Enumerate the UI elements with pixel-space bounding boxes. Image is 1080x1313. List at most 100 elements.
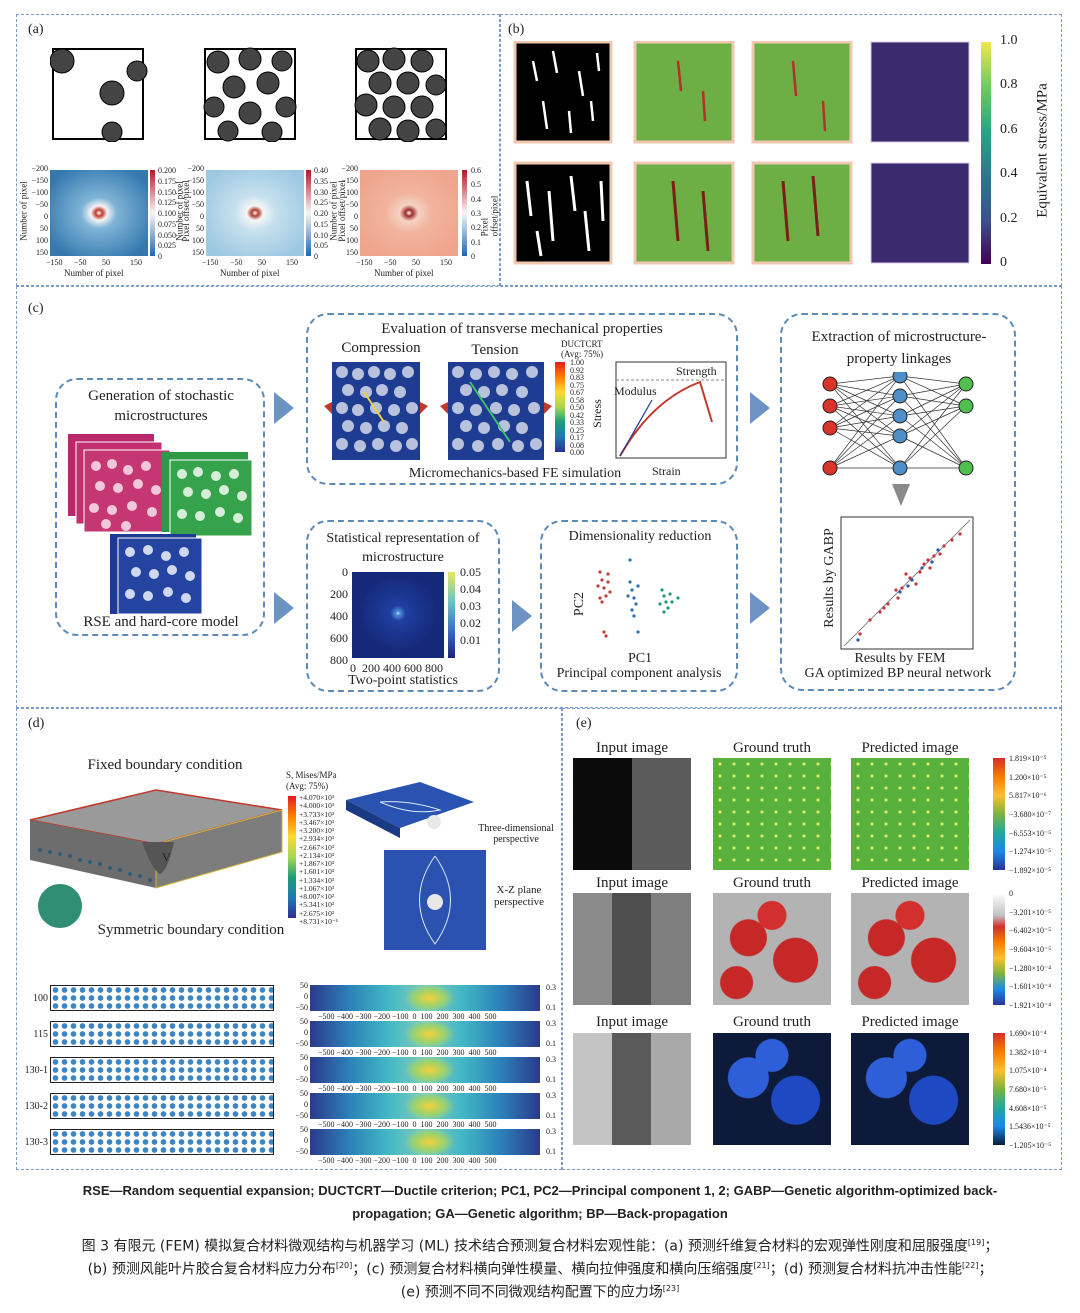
panel-a-label: (a) — [28, 22, 44, 37]
heatmap-cbar-tick: 0.1 — [546, 1075, 556, 1084]
stress-heatmap-strip — [310, 1021, 540, 1047]
row-label: 130-1 — [24, 1065, 48, 1076]
dimensionality-box — [540, 520, 738, 692]
map-1 — [50, 170, 148, 256]
map-2-y-tick: 50 — [196, 224, 204, 233]
map-3-y-tick: 50 — [350, 224, 358, 233]
heatmap-y-tick: −50 — [295, 1003, 308, 1012]
map-2-cbar-tick: 0.25 — [314, 198, 328, 208]
map-3-cbar-tick: 0 — [471, 252, 475, 261]
map-1-x-tick: 50 — [102, 258, 110, 267]
panel-d — [16, 708, 562, 1170]
arrow-dim-to-ext — [750, 592, 770, 624]
micro-dense — [354, 47, 447, 142]
figure-caption-line-2: (b) 预测风能叶片胶合复合材料应力分布[20]；(c) 预测复合材料横向弹性模… — [87, 1261, 993, 1278]
map-1-y-tick: −150 — [31, 176, 48, 185]
map-3-cbar-tick: 0.3 — [471, 209, 481, 218]
panel-b — [500, 14, 1062, 286]
map-3-cbar-tick: 0.6 — [471, 166, 481, 175]
map-3-y-tick: −100 — [341, 188, 358, 197]
two-point-cbar-tick: 0.02 — [460, 616, 481, 630]
mises-tick: +4.070×10³ — [299, 793, 335, 802]
heatmap-y-tick: 0 — [304, 1028, 308, 1037]
arrow-eval-to-ext — [750, 392, 770, 424]
field-colorbar-tick: −1.601×10⁻⁴ — [1009, 982, 1052, 992]
map-3-y-tick: −150 — [341, 176, 358, 185]
statistical-title: Statistical representation of microstruc… — [326, 531, 480, 565]
fiber-distribution-strip — [50, 985, 274, 1011]
mises-tick: +3.467×10³ — [299, 817, 335, 827]
map-3-cbar-label: Pixel offset/pixel — [479, 195, 500, 237]
caption-text-2: (b) 预测风能叶片胶合复合材料应力分布 — [87, 1261, 336, 1278]
map-2 — [206, 170, 304, 256]
map-1-y-tick: 150 — [36, 248, 48, 257]
two-point-y-tick: 800 — [330, 653, 348, 667]
field-colorbar-tick: 0 — [1009, 889, 1013, 898]
map-2-cbar-tick: 0.10 — [314, 230, 328, 240]
column-header-input-image: Input image — [595, 740, 669, 756]
field-colorbar-tick: 4.608×10⁻⁵ — [1009, 1103, 1047, 1113]
field-colorbar-tick: −1.274×10⁻⁵ — [1009, 847, 1052, 857]
mises-tick: +3.733×10³ — [299, 809, 335, 819]
extraction-title: Extraction of microstructure-property li… — [811, 329, 987, 367]
heatmap-y-tick: 0 — [304, 1064, 308, 1073]
ductcrt-tick: 1.00 — [570, 358, 584, 367]
map-1-cbar-tick: 0.200 — [158, 166, 176, 175]
map-2-y-tick: −50 — [191, 200, 204, 209]
field-colorbar-tick: 1.819×10⁻⁵ — [1009, 754, 1047, 763]
heatmap-x-ticks: −500 −400 −300 −200 −100 0 100 200 300 4… — [318, 1084, 497, 1093]
two-point-y-tick: 600 — [330, 631, 348, 645]
caption-ref-2: [20] — [335, 1261, 353, 1270]
panel-b-cbar-tick: 0.4 — [1000, 166, 1018, 182]
mises-tick: +2.934×10³ — [299, 834, 335, 844]
map-1-cbar-tick: 0.125 — [158, 198, 176, 208]
two-point-cbar-tick: 0.04 — [460, 582, 481, 596]
mises-tick: +1.867×10³ — [299, 859, 335, 869]
heatmap-y-tick: 50 — [300, 1089, 308, 1098]
panel-c-label: (c) — [28, 301, 44, 316]
pc1-label: PC1 — [627, 651, 653, 666]
caption-ref-5: [23] — [662, 1284, 680, 1293]
predicted-field — [851, 1033, 969, 1145]
map-1-y-tick: 0 — [44, 212, 48, 221]
caption-text-2c: ；(d) 预测复合材料抗冲击性能 — [769, 1261, 963, 1278]
tension-label: Tension — [471, 342, 519, 358]
fe-compression-image — [324, 362, 428, 460]
arrow-gen-to-stat — [274, 592, 294, 624]
heatmap-y-tick: 0 — [304, 1100, 308, 1109]
ductcrt-tick: 0.58 — [570, 395, 584, 405]
ground-truth-field — [713, 758, 831, 870]
stress-row-2 — [513, 161, 970, 265]
map-3-y-tick: −200 — [341, 164, 358, 173]
ductcrt-tick: 0.33 — [570, 418, 584, 427]
stress-axis-label: Stress — [589, 399, 604, 428]
map-3-x-tick: 50 — [412, 258, 420, 267]
two-point-map — [352, 572, 444, 658]
caption-ref-1: [19] — [967, 1238, 985, 1247]
two-point-y-tick: 0 — [342, 565, 348, 579]
ductcrt-colorbar — [555, 362, 565, 452]
heatmap-x-ticks: −500 −400 −300 −200 −100 0 100 200 300 4… — [318, 1012, 497, 1021]
map-2-x-tick: −150 — [202, 258, 219, 267]
mises-tick: +1.601×10³ — [299, 867, 335, 877]
map-3-x-tick: −50 — [384, 258, 397, 267]
ductcrt-tick: 0.50 — [570, 403, 584, 412]
statistical-footer: Two-point statistics — [348, 673, 458, 688]
abbreviations-line-1: RSE—Random sequential expansion; DUCTCRT… — [82, 1183, 998, 1198]
stress-heatmap-strip — [310, 1129, 540, 1155]
map-1-cbar-tick: 0.075 — [158, 219, 176, 229]
field-colorbar — [993, 893, 1005, 1005]
map-2-x-tick: 50 — [258, 258, 266, 267]
heatmap-y-tick: −50 — [295, 1111, 308, 1120]
panel-b-stress-fields — [513, 41, 970, 265]
map-3-xlabel: Number of pixel — [374, 268, 434, 278]
mises-tick: +1.067×10³ — [299, 883, 335, 893]
stress-strain-plot — [615, 361, 727, 459]
map-1-x-tick: −50 — [74, 258, 87, 267]
map-1-cbar-tick: 0.150 — [158, 187, 176, 197]
map-3-cbar — [462, 170, 467, 256]
caption-text-1: 图 3 有限元 (FEM) 模拟复合材料微观结构与机器学习 (ML) 技术结合预… — [81, 1238, 968, 1255]
pc2-label: PC2 — [572, 591, 588, 617]
extraction-box — [780, 313, 1016, 691]
map-2-cbar-tick: 0.35 — [314, 176, 328, 186]
